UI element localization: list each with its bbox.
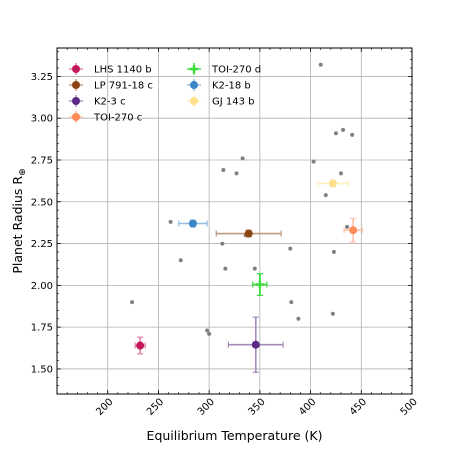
legend-marker (190, 81, 198, 89)
legend-marker (72, 113, 80, 121)
legend-label: TOI-270 c (93, 113, 142, 124)
legend-entry: GJ 143 b (187, 95, 255, 108)
background-point (330, 311, 335, 316)
x-tick-label: 500 (399, 397, 420, 418)
y-tick-label: 3.00 (31, 114, 53, 125)
background-point (207, 331, 212, 336)
planet-toi-270-c (343, 217, 363, 243)
legend-entry: K2-18 b (187, 79, 251, 92)
x-tick-label: 200 (94, 397, 115, 418)
data-point (349, 226, 358, 235)
data-point (328, 179, 337, 188)
highlighted-planets (134, 179, 363, 373)
legend-label: LHS 1140 b (94, 65, 152, 76)
background-point (252, 266, 257, 271)
background-point (289, 300, 294, 305)
background-point (205, 328, 210, 333)
background-point (130, 300, 135, 305)
legend-label: LP 791-18 c (94, 81, 153, 92)
data-point (244, 229, 253, 238)
legend-marker (72, 97, 80, 105)
data-point (188, 219, 197, 228)
background-point (341, 127, 346, 132)
y-axis-label: Planet Radius R⊕ (10, 168, 28, 273)
planet-lhs-1140-b (134, 336, 146, 355)
y-axis-label-text: Planet Radius R (10, 176, 25, 274)
background-point (220, 241, 225, 246)
legend-marker (72, 81, 80, 89)
legend: LHS 1140 b LP 791-18 c K2-3 c TOI-270 c TOI-… (69, 63, 261, 124)
background-point (288, 246, 293, 251)
background-point (178, 258, 183, 263)
y-tick-label: 1.50 (31, 364, 53, 375)
background-point (331, 249, 336, 254)
legend-entry: LHS 1140 b (69, 63, 152, 76)
planet-toi-270-d (252, 273, 268, 296)
legend-label: K2-18 b (212, 81, 251, 92)
data-point (136, 341, 145, 350)
grid (57, 48, 413, 394)
legend-entry: K2-3 c (69, 95, 126, 108)
background-point (240, 156, 245, 161)
y-tick-label: 2.75 (31, 155, 53, 166)
x-tick-label: 300 (196, 397, 217, 418)
x-tick-label: 400 (297, 397, 318, 418)
background-point (350, 132, 355, 137)
plot-frame (56, 47, 413, 395)
legend-label: GJ 143 b (212, 97, 255, 108)
background-point (339, 171, 343, 176)
legend-entry: TOI-270 d (187, 63, 261, 76)
x-tick-label: 250 (145, 397, 166, 418)
legend-marker (190, 97, 198, 105)
background-point (223, 266, 228, 271)
background-point (296, 316, 301, 321)
planet-lp-791-18-c (215, 229, 282, 238)
x-axis-label: Equilibrium Temperature (K) (147, 428, 323, 443)
y-axis-label-subscript: ⊕ (18, 168, 28, 176)
x-tick-label: 450 (348, 397, 369, 418)
x-tick-label: 350 (246, 397, 267, 418)
background-point (221, 168, 226, 173)
data-point (251, 340, 260, 349)
background-point (323, 193, 328, 198)
y-tick-label: 3.25 (31, 72, 53, 83)
legend-entry: TOI-270 c (69, 111, 142, 124)
planet-k2-18-b (178, 219, 208, 228)
planet-gj-143-b (317, 179, 349, 188)
background-point (318, 62, 323, 67)
legend-label: K2-3 c (94, 97, 126, 108)
y-tick-label: 2.50 (31, 197, 53, 208)
y-tick-label: 1.75 (31, 323, 53, 334)
legend-label: TOI-270 d (211, 65, 261, 76)
y-tick-label: 2.25 (31, 239, 53, 250)
background-point (234, 171, 239, 176)
background-points (130, 62, 355, 336)
planet-k2-3-c (227, 316, 284, 373)
legend-entry: LP 791-18 c (69, 79, 153, 92)
background-point (168, 219, 173, 224)
background-point (333, 131, 338, 136)
y-tick-label: 2.00 (31, 281, 53, 292)
legend-marker (72, 65, 80, 73)
background-point (311, 159, 316, 164)
background-point (345, 224, 350, 229)
